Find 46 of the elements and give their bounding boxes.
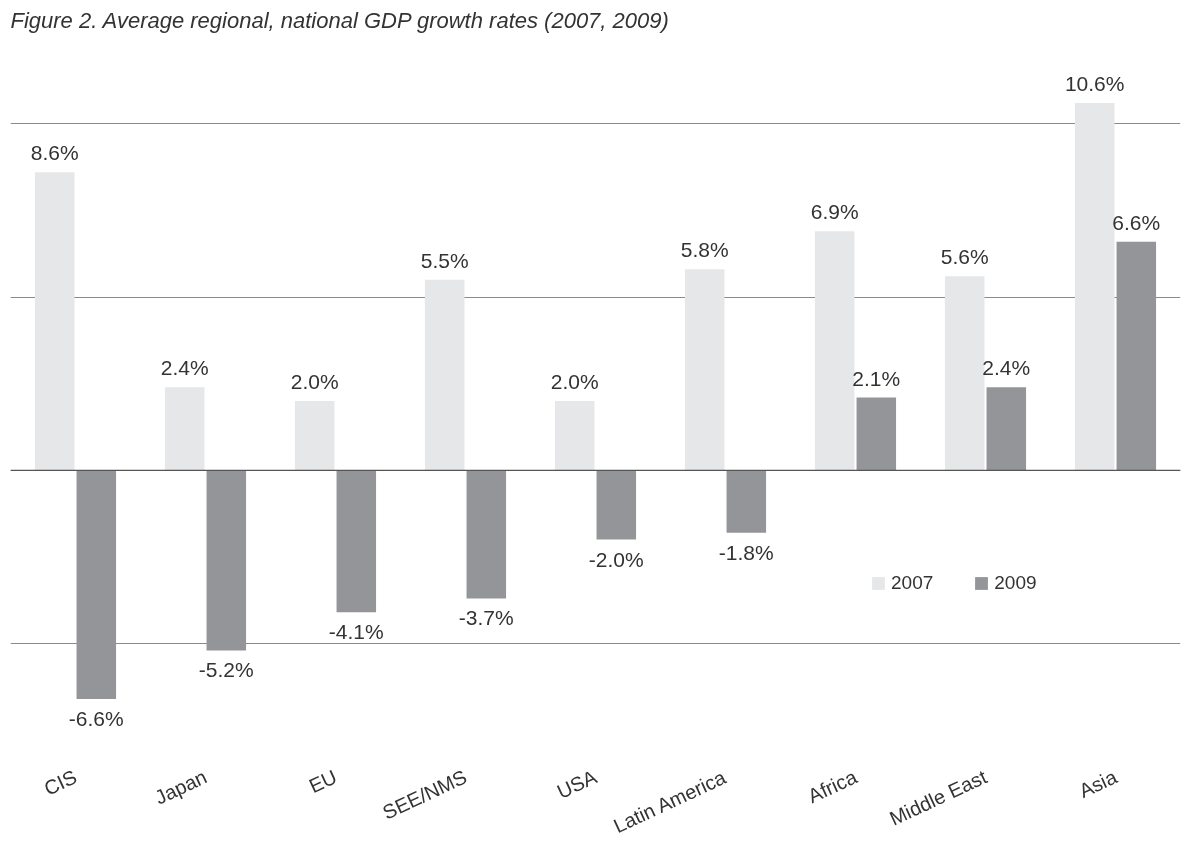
bar: [424, 279, 465, 471]
x-tick-label: Middle East: [886, 765, 991, 830]
data-label: 5.5%: [420, 248, 469, 272]
x-tick-label: CIS: [40, 765, 81, 800]
bar: [76, 470, 117, 699]
bar: [986, 387, 1027, 471]
data-label: 2.4%: [982, 356, 1031, 380]
x-tick-label: Asia: [1075, 765, 1121, 802]
data-label: 2.0%: [550, 370, 599, 393]
bar: [206, 470, 247, 651]
data-label: 2.0%: [290, 370, 339, 393]
bar: [466, 470, 507, 599]
data-label: 10.6%: [1064, 72, 1125, 96]
bar: [34, 172, 75, 471]
data-label: 6.6%: [1112, 210, 1161, 234]
bar: [336, 470, 377, 613]
data-label: -1.8%: [718, 540, 774, 564]
bar: [944, 276, 985, 471]
data-label: -3.7%: [458, 606, 514, 630]
data-label: 5.6%: [940, 245, 989, 269]
data-label: 5.8%: [680, 238, 729, 262]
legend-label: 2009: [994, 572, 1037, 594]
data-label: 6.9%: [810, 200, 859, 224]
bar: [814, 231, 855, 471]
chart-title: Figure 2. Average regional, national GDP growth rates (2007, 2009): [10, 7, 669, 33]
data-label: -5.2%: [198, 658, 254, 682]
data-label: 2.1%: [852, 366, 901, 390]
bar: [856, 397, 897, 471]
data-label: 8.6%: [30, 141, 79, 165]
bar: [1116, 241, 1157, 471]
x-tick-label: USA: [553, 765, 601, 803]
bar: [726, 470, 767, 533]
x-tick-label: Africa: [804, 765, 861, 808]
bar: [164, 387, 205, 471]
data-label: 2.4%: [160, 356, 209, 380]
bar: [554, 401, 595, 471]
bar: [596, 470, 637, 540]
data-label: -2.0%: [588, 547, 644, 571]
bar: [1074, 103, 1115, 471]
data-label: -4.1%: [328, 620, 384, 644]
data-label: -6.6%: [68, 706, 124, 730]
bar: [294, 401, 335, 471]
x-tick-label: Japan: [151, 765, 211, 809]
bar: [684, 269, 725, 471]
legend-label: 2007: [891, 572, 934, 594]
x-tick-label: EU: [305, 765, 341, 798]
